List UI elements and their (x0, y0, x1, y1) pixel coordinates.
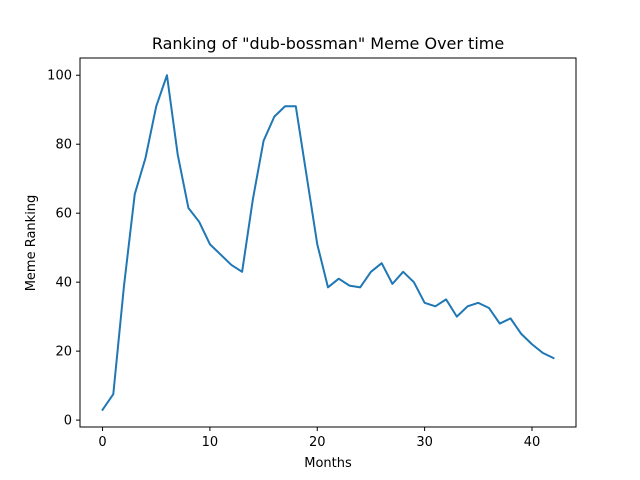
x-tick-label: 0 (98, 435, 106, 450)
x-axis: 0 10 20 30 40 (98, 427, 540, 450)
y-tick-label: 100 (47, 69, 72, 84)
series-line (101, 74, 555, 412)
chart-title: Ranking of "dub-bossman" Meme Over time (152, 34, 504, 53)
plot-frame (79, 57, 577, 428)
plot-area (101, 74, 555, 412)
y-axis-label: Meme Ranking (24, 195, 39, 292)
x-tick-label: 10 (202, 435, 219, 450)
y-tick-label: 40 (55, 276, 72, 291)
x-tick-label: 20 (309, 435, 326, 450)
x-axis-label: Months (304, 456, 352, 471)
y-tick-label: 60 (55, 207, 72, 222)
y-axis: 0 20 40 60 80 100 (47, 69, 80, 429)
x-tick-label: 40 (524, 435, 541, 450)
y-tick-label: 80 (55, 138, 72, 153)
y-tick-label: 0 (64, 414, 72, 429)
x-tick-label: 30 (416, 435, 433, 450)
y-tick-label: 20 (55, 345, 72, 360)
